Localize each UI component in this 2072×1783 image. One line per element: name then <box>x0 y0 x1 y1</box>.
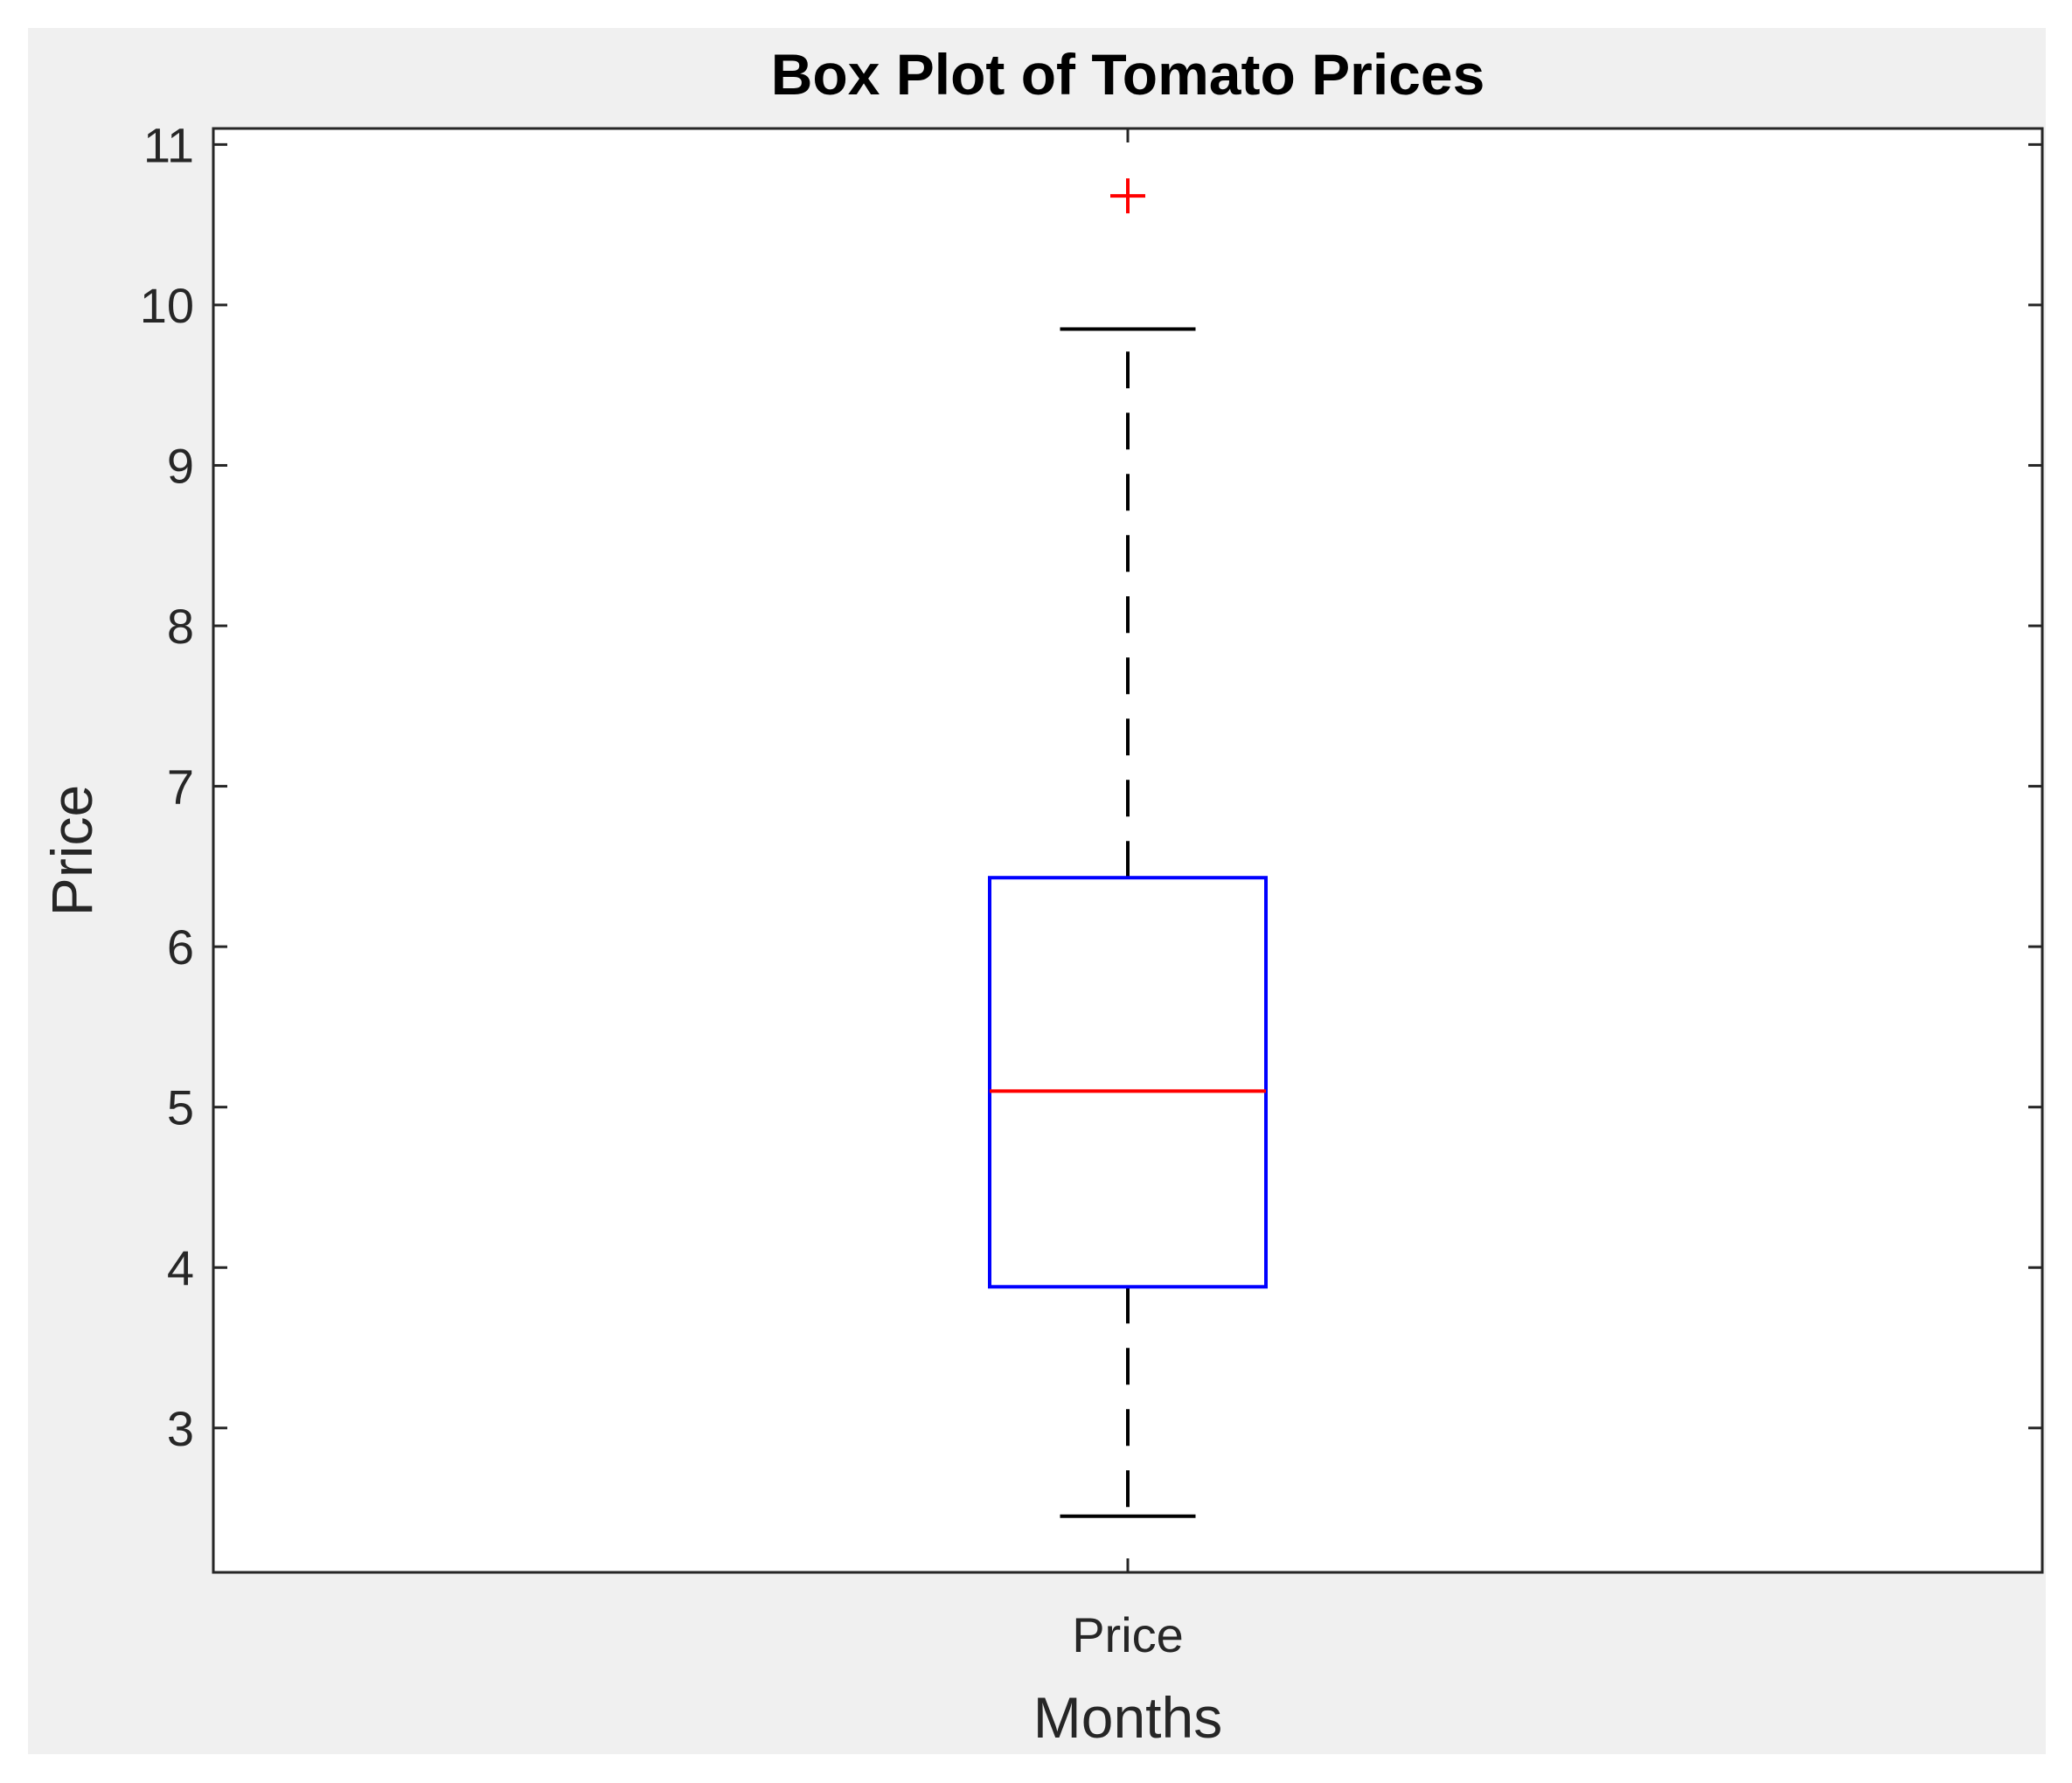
y-tick-label-11: 11 <box>143 117 194 172</box>
y-tick-label-8: 8 <box>167 599 194 654</box>
box-plot <box>988 128 1268 1572</box>
outlier-marker-1 <box>1110 178 1145 214</box>
y-tick-label-5: 5 <box>167 1080 194 1135</box>
y-tick-label-4: 4 <box>167 1240 194 1295</box>
y-tick-label-9: 9 <box>167 438 194 493</box>
interquartile-box <box>988 876 1268 1289</box>
x-axis-label: Months <box>1033 1685 1222 1750</box>
x-tick-label-price: Price <box>1072 1607 1184 1662</box>
y-tick-label-10: 10 <box>140 278 194 333</box>
y-ticks: 3 4 5 6 7 8 9 10 11 <box>140 117 2042 1456</box>
y-tick-label-3: 3 <box>167 1401 194 1456</box>
y-tick-label-7: 7 <box>167 760 194 815</box>
y-axis-label: Price <box>39 785 104 916</box>
chart-title: Box Plot of Tomato Prices <box>771 42 1485 107</box>
y-tick-label-6: 6 <box>167 919 194 975</box>
axes-frame <box>212 127 2044 1574</box>
